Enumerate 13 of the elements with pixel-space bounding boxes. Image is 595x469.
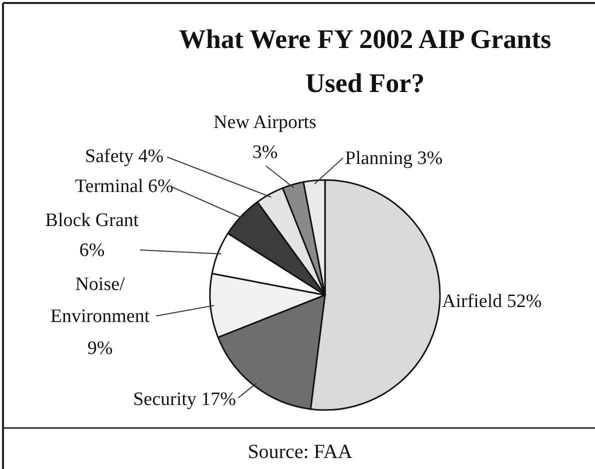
slice-label: New Airports [214,112,316,133]
slice-label: Planning 3% [345,148,443,169]
slice-label: Noise/ Environment [50,274,150,327]
slice-label: Airfield 52% [442,291,542,312]
chart-title: What Were FY 2002 AIP Grants Used For? [178,24,552,98]
data-label: 6% [79,240,105,261]
slice-label: Block Grant [45,210,140,231]
data-label: 3% [252,142,278,163]
data-label: 9% [87,338,113,359]
source-note: Source: FAA [248,441,353,463]
slice-label: Safety 4% [85,146,164,167]
slice-label: Terminal 6% [75,176,174,197]
slice-label: Security 17% [133,389,236,410]
